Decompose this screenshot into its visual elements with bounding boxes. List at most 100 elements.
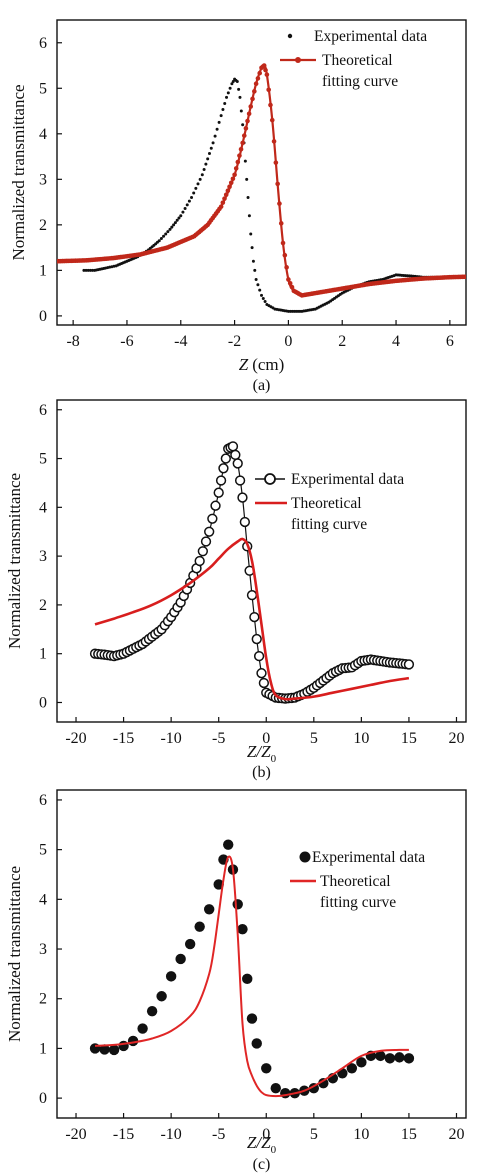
data-point [375, 1050, 386, 1062]
x-axis-label: Z/Z0 [247, 1133, 277, 1156]
data-point [168, 227, 172, 231]
data-point [210, 500, 221, 511]
data-point [251, 1038, 262, 1049]
y-tick-label: 1 [39, 262, 47, 279]
data-point [84, 268, 88, 272]
data-point [177, 216, 181, 220]
data-point [258, 677, 270, 689]
data-point [203, 904, 215, 915]
data-point [230, 449, 241, 461]
data-point [213, 487, 224, 498]
data-point [207, 152, 211, 156]
data-point [245, 118, 250, 124]
series-theoretical [94, 537, 410, 701]
data-point [223, 839, 234, 850]
data-point [269, 117, 275, 123]
data-point [228, 180, 234, 186]
data-point [164, 232, 168, 236]
legend: Experimental data Theoretical fitting curv… [280, 28, 427, 90]
x-tick-label: 15 [401, 730, 417, 747]
data-point [280, 240, 286, 246]
data-point [250, 246, 254, 250]
plot-area [57, 63, 466, 313]
y-tick-label: 6 [39, 402, 47, 419]
data-point [235, 159, 241, 165]
y-tick-label: 1 [39, 1040, 47, 1057]
data-point [255, 76, 261, 81]
data-point [202, 167, 206, 171]
data-point [190, 196, 194, 200]
x-tick-label: -20 [65, 730, 86, 747]
data-point [82, 268, 86, 272]
data-point [232, 899, 243, 910]
data-point [221, 108, 225, 112]
data-point [289, 284, 295, 290]
data-point [175, 953, 186, 965]
data-point [261, 1063, 272, 1074]
data-point [253, 650, 265, 662]
legend-label: fitting curve [291, 516, 367, 533]
x-axis-label: Z/Z0 [247, 742, 277, 765]
data-point [240, 140, 245, 146]
data-point [175, 218, 179, 222]
data-point [179, 214, 183, 218]
legend-label: fitting curve [320, 894, 396, 911]
x-tick-label: -20 [65, 1126, 86, 1143]
data-point [213, 134, 217, 138]
data-point [227, 441, 239, 452]
data-point [242, 973, 253, 985]
data-point [246, 196, 250, 200]
plot-frame [56, 789, 467, 1119]
y-tick-label: 0 [39, 694, 47, 711]
legend: Experimental data Theoretical fitting curv… [290, 849, 425, 911]
x-tick-label: 10 [353, 1126, 369, 1143]
legend-label: Experimental data [314, 28, 427, 45]
y-tick-label: 6 [39, 35, 47, 52]
x-tick-label: 0 [262, 1126, 270, 1143]
legend-swatch [287, 33, 293, 39]
data-point [256, 668, 267, 679]
data-point [238, 95, 242, 99]
data-point [157, 239, 161, 243]
data-point [187, 199, 191, 203]
x-tick-label: -10 [160, 730, 181, 747]
data-point [286, 277, 291, 282]
data-point [237, 87, 241, 91]
data-point [263, 299, 267, 303]
data-point [137, 1023, 148, 1034]
data-point [166, 230, 170, 234]
data-point [223, 101, 227, 105]
data-point [284, 265, 289, 270]
data-point [183, 206, 187, 210]
x-tick-label: 6 [446, 333, 454, 350]
data-point [266, 87, 271, 93]
data-point [170, 225, 174, 229]
data-point [277, 201, 282, 206]
data-point [258, 288, 262, 292]
y-tick-label: 4 [39, 891, 47, 908]
data-point [146, 1005, 158, 1017]
y-tick-label: 5 [39, 842, 47, 859]
legend-label: Experimental data [312, 849, 425, 866]
data-point [228, 86, 232, 90]
data-point [246, 111, 252, 117]
data-point [241, 133, 247, 138]
panel-caption: (a) [253, 377, 271, 394]
y-axis-label: Normalized transmittance [9, 84, 28, 260]
x-tick-label: -15 [113, 1126, 134, 1143]
y-tick-label: 2 [39, 991, 47, 1008]
data-point [264, 72, 270, 77]
data-point [246, 590, 258, 601]
y-tick-label: 5 [39, 451, 47, 468]
plot-area [89, 441, 415, 704]
data-point [251, 633, 262, 645]
data-point [273, 160, 279, 165]
data-point [207, 513, 218, 524]
legend-label: Experimental data [291, 471, 404, 488]
data-point [256, 283, 260, 287]
data-point [384, 1053, 396, 1064]
x-tick-label: 5 [310, 1126, 318, 1143]
data-point [225, 188, 231, 194]
data-point [215, 475, 227, 486]
data-point [260, 293, 263, 297]
